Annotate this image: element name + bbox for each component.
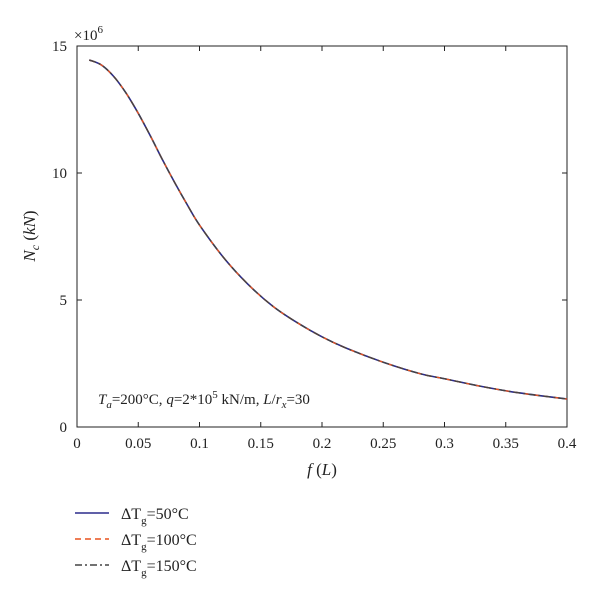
legend-item-50: ΔTg=50°C: [75, 506, 189, 527]
y-tick-label: 10: [52, 166, 67, 182]
legend-label-150-sub: g: [141, 567, 147, 579]
x-tick-label: 0.4: [558, 436, 577, 452]
legend-item-150: ΔTg=150°C: [75, 558, 197, 579]
legend-label-150-delta: ΔT: [121, 558, 141, 575]
series-lines: [88, 59, 568, 400]
svg-text:ΔTg=100°C: ΔTg=100°C: [121, 532, 197, 553]
x-tick-label: 0.05: [125, 436, 151, 452]
series-line-2: [88, 59, 568, 400]
x-tick-label: 0.25: [370, 436, 396, 452]
y-tick-label: 0: [60, 420, 68, 436]
legend-label-50-rest: =50°C: [147, 506, 189, 523]
svg-text:ΔTg=150°C: ΔTg=150°C: [121, 558, 197, 579]
x-axis-label: f (L): [307, 460, 337, 479]
x-tick-label: 0.3: [435, 436, 454, 452]
svg-text:ΔTg=50°C: ΔTg=50°C: [121, 506, 189, 527]
y-tick-label: 15: [52, 39, 67, 55]
chart-annotation: Ta=200°C, q=2*105 kN/m, L/rx=30: [98, 389, 310, 411]
y-multiplier-label: ×106: [74, 24, 103, 44]
x-tick-label: 0.35: [493, 436, 519, 452]
x-tick-label: 0.1: [190, 436, 209, 452]
y-tick-label: 5: [60, 293, 68, 309]
series-line-1: [88, 59, 568, 400]
x-tick-label: 0.15: [248, 436, 274, 452]
y-axis-ticks: 0 5 10 15: [52, 39, 567, 436]
x-tick-label: 0.2: [313, 436, 332, 452]
legend-label-50-sub: g: [141, 515, 147, 527]
legend-label-150-rest: =150°C: [147, 558, 197, 575]
series-line-0: [88, 59, 568, 400]
legend-label-100-sub: g: [141, 541, 147, 553]
x-tick-label: 0: [73, 436, 81, 452]
legend: ΔTg=50°C ΔTg=100°C ΔTg=150°C: [75, 506, 197, 579]
legend-item-100: ΔTg=100°C: [75, 532, 197, 553]
plot-frame: [76, 45, 568, 428]
legend-label-100-delta: ΔT: [121, 532, 141, 549]
legend-label-50-delta: ΔT: [121, 506, 141, 523]
legend-label-100-rest: =100°C: [147, 532, 197, 549]
y-axis-label: Nc (kN): [20, 210, 42, 262]
x-axis-ticks: 0 0.05 0.1 0.15 0.2 0.25 0.3 0.35 0.4: [73, 46, 577, 452]
